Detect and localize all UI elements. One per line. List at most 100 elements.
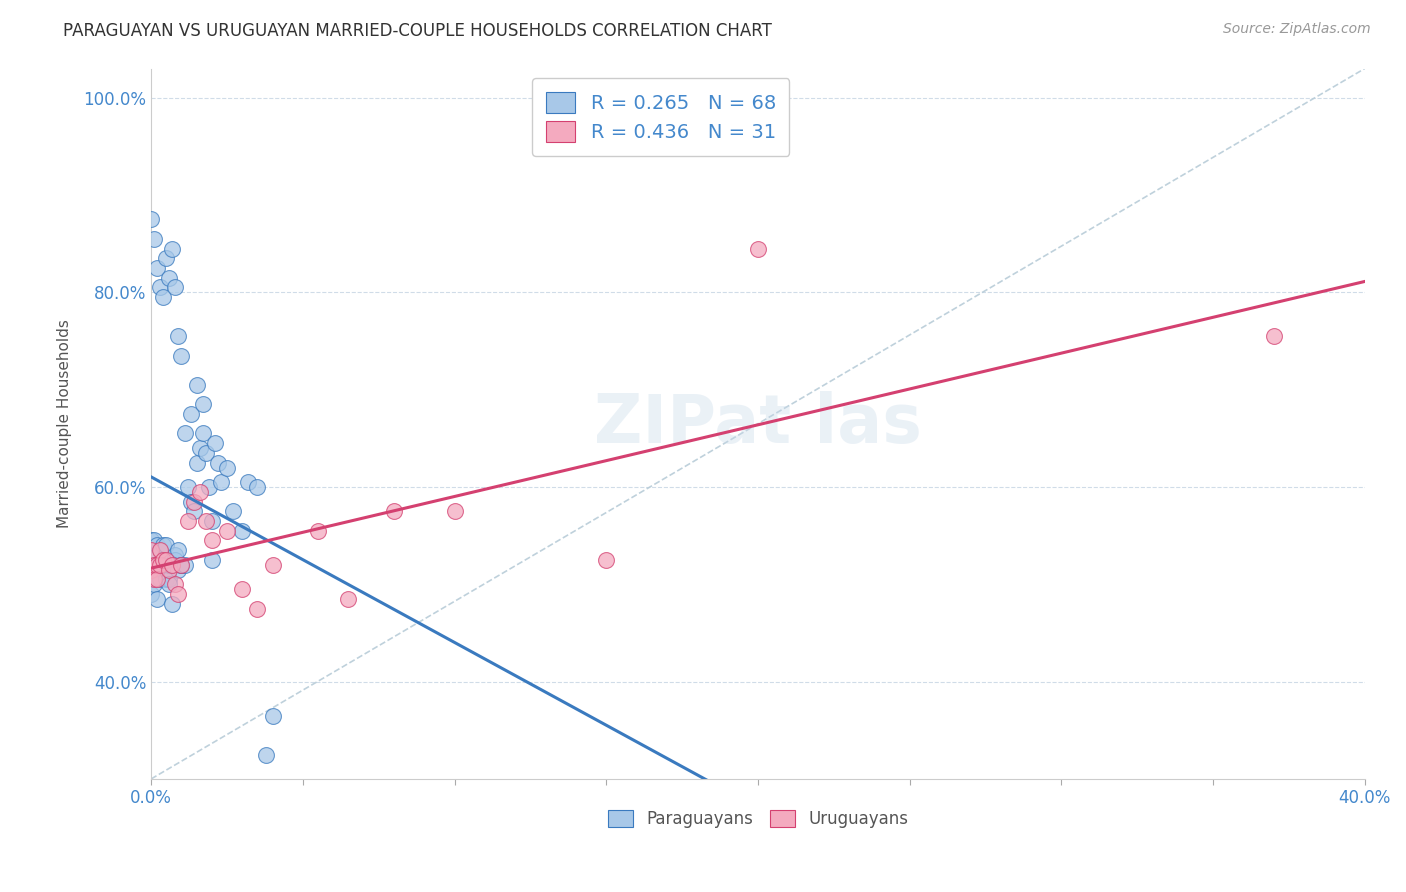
Point [170, 558, 193, 572]
Point [170, 558, 193, 572]
Point [162, 597, 184, 611]
Y-axis label: Married-couple Households: Married-couple Households [58, 319, 72, 528]
Point [246, 601, 269, 615]
Point [262, 708, 284, 723]
Point [215, 524, 238, 538]
Point [155, 563, 177, 577]
Point [152, 290, 174, 304]
Point [143, 563, 166, 577]
Legend: Paraguayans, Uruguayans: Paraguayans, Uruguayans [602, 803, 915, 835]
Text: PARAGUAYAN VS URUGUAYAN MARRIED-COUPLE HOUSEHOLDS CORRELATION CHART: PARAGUAYAN VS URUGUAYAN MARRIED-COUPLE H… [63, 22, 772, 40]
Point [215, 460, 238, 475]
Point [231, 582, 253, 596]
Point [141, 543, 163, 558]
Point [146, 260, 169, 275]
Point [143, 558, 166, 572]
Point [141, 212, 163, 227]
Point [183, 494, 205, 508]
Point [149, 280, 172, 294]
Point [141, 573, 163, 587]
Point [170, 558, 193, 572]
Point [1263, 329, 1285, 343]
Text: Source: ZipAtlas.com: Source: ZipAtlas.com [1223, 22, 1371, 37]
Point [143, 533, 166, 548]
Point [222, 504, 245, 518]
Point [167, 329, 190, 343]
Point [207, 456, 229, 470]
Point [194, 446, 217, 460]
Point [204, 436, 226, 450]
Point [194, 514, 217, 528]
Point [167, 543, 190, 558]
Point [141, 533, 163, 548]
Point [157, 573, 180, 587]
Point [201, 533, 224, 548]
Point [201, 553, 224, 567]
Point [186, 377, 208, 392]
Point [157, 563, 180, 577]
Point [246, 480, 269, 494]
Point [180, 494, 202, 508]
Point [141, 587, 163, 601]
Point [146, 558, 169, 572]
Point [167, 587, 190, 601]
Point [152, 553, 174, 567]
Point [595, 553, 617, 567]
Point [165, 577, 187, 591]
Point [173, 426, 195, 441]
Point [165, 280, 187, 294]
Point [256, 747, 278, 762]
Point [238, 475, 260, 489]
Point [173, 558, 195, 572]
Point [155, 553, 177, 567]
Point [188, 441, 211, 455]
Point [162, 558, 184, 572]
Point [191, 426, 214, 441]
Point [157, 270, 180, 285]
Point [157, 558, 180, 572]
Point [146, 591, 169, 606]
Point [146, 573, 169, 587]
Point [170, 349, 193, 363]
Point [143, 548, 166, 562]
Point [149, 543, 172, 558]
Point [143, 577, 166, 591]
Point [186, 456, 208, 470]
Point [188, 484, 211, 499]
Point [146, 558, 169, 572]
Point [231, 524, 253, 538]
Point [152, 558, 174, 572]
Point [165, 548, 187, 562]
Point [198, 480, 221, 494]
Point [183, 504, 205, 518]
Point [191, 397, 214, 411]
Point [141, 563, 163, 577]
Point [149, 573, 172, 587]
Point [162, 242, 184, 256]
Point [152, 538, 174, 552]
Point [143, 573, 166, 587]
Point [262, 558, 284, 572]
Point [307, 524, 329, 538]
Point [176, 514, 198, 528]
Point [747, 242, 769, 256]
Point [209, 475, 232, 489]
Point [162, 558, 184, 572]
Point [157, 577, 180, 591]
Point [141, 558, 163, 572]
Point [149, 543, 172, 558]
Point [143, 232, 166, 246]
Point [152, 563, 174, 577]
Point [382, 504, 405, 518]
Point [149, 558, 172, 572]
Text: ZIPat las: ZIPat las [595, 391, 922, 457]
Point [149, 558, 172, 572]
Point [201, 514, 224, 528]
Point [180, 407, 202, 421]
Point [165, 553, 187, 567]
Point [176, 480, 198, 494]
Point [146, 538, 169, 552]
Point [443, 504, 465, 518]
Point [146, 558, 169, 572]
Point [337, 591, 360, 606]
